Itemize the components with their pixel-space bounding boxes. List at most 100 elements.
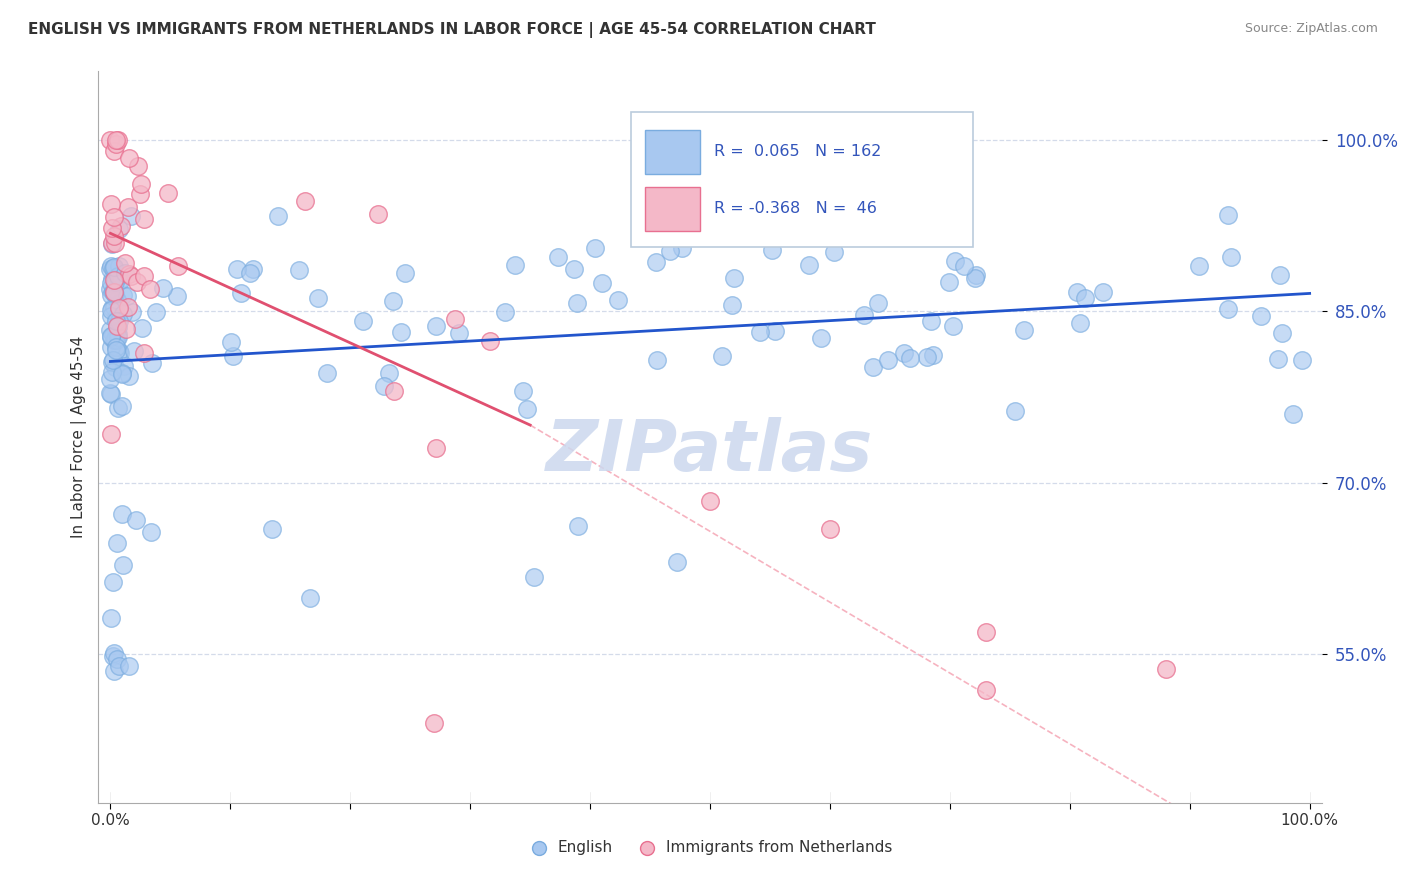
Point	[219, 334, 242, 349]
Point	[765, 324, 787, 338]
Point	[222, 350, 245, 364]
Point	[352, 313, 374, 327]
Point	[562, 262, 585, 277]
Point	[898, 351, 921, 365]
Point	[100, 301, 122, 316]
Point	[101, 236, 124, 251]
Point	[132, 211, 155, 226]
Point	[893, 346, 915, 360]
Point	[105, 314, 128, 328]
Point	[103, 145, 125, 159]
Point	[865, 186, 887, 200]
Point	[107, 274, 129, 288]
Point	[103, 285, 125, 300]
Point	[378, 366, 401, 380]
Point	[104, 235, 127, 250]
Point	[373, 379, 395, 393]
Point	[1066, 285, 1088, 299]
Point	[953, 259, 976, 273]
Point	[117, 268, 139, 282]
Bar	[645, 187, 700, 231]
Point	[105, 310, 128, 324]
Point	[107, 658, 129, 673]
Point	[100, 259, 122, 273]
Point	[447, 326, 470, 341]
Point	[110, 507, 132, 521]
Point	[103, 210, 125, 224]
Point	[103, 260, 125, 274]
Point	[665, 556, 688, 570]
Point	[108, 344, 131, 359]
Point	[107, 133, 129, 147]
Point	[118, 151, 141, 165]
Point	[100, 371, 122, 385]
Point	[298, 591, 321, 606]
Point	[1216, 208, 1239, 222]
Point	[108, 313, 131, 327]
Point	[100, 611, 122, 625]
Point	[100, 282, 122, 296]
Point	[145, 305, 167, 319]
Point	[105, 330, 128, 344]
Point	[100, 196, 122, 211]
Text: R = -0.368   N =  46: R = -0.368 N = 46	[714, 202, 876, 217]
Point	[138, 282, 160, 296]
Point	[111, 366, 134, 380]
Point	[1092, 285, 1115, 299]
Point	[101, 354, 124, 368]
Point	[108, 301, 131, 315]
Point	[100, 303, 122, 318]
Point	[103, 272, 125, 286]
Point	[565, 296, 588, 310]
Point	[111, 367, 134, 381]
Point	[104, 333, 127, 347]
Point	[101, 365, 124, 379]
Point	[103, 333, 125, 347]
Point	[974, 625, 997, 640]
Point	[152, 281, 174, 295]
Point	[963, 271, 986, 285]
Point	[423, 715, 446, 730]
Point	[132, 269, 155, 284]
Point	[166, 288, 188, 302]
Point	[131, 320, 153, 334]
Point	[382, 384, 405, 398]
Point	[100, 330, 122, 344]
Point	[108, 259, 131, 273]
Point	[111, 307, 134, 321]
Point	[129, 187, 152, 202]
Point	[381, 293, 404, 308]
Y-axis label: In Labor Force | Age 45-54: In Labor Force | Age 45-54	[72, 336, 87, 538]
Point	[591, 276, 613, 290]
Point	[658, 244, 681, 259]
Point	[105, 535, 128, 549]
Point	[856, 208, 879, 222]
Point	[103, 647, 125, 661]
Point	[267, 210, 290, 224]
Point	[425, 318, 447, 333]
Point	[101, 328, 124, 343]
Point	[567, 519, 589, 533]
Point	[101, 235, 124, 250]
Point	[166, 259, 188, 273]
Point	[117, 300, 139, 314]
Point	[389, 325, 412, 339]
Point	[100, 386, 122, 401]
Point	[100, 328, 122, 343]
Point	[101, 574, 124, 589]
Point	[100, 288, 122, 302]
Point	[110, 399, 132, 413]
Point	[107, 652, 129, 666]
Point	[107, 319, 129, 334]
Point	[107, 401, 129, 416]
Text: R =  0.065   N = 162: R = 0.065 N = 162	[714, 145, 882, 160]
Point	[1012, 323, 1035, 337]
Point	[1154, 662, 1177, 676]
Point	[818, 522, 841, 536]
Point	[101, 272, 124, 286]
Point	[1219, 250, 1241, 264]
Point	[1267, 351, 1289, 366]
Point	[107, 330, 129, 344]
Point	[100, 387, 122, 401]
Point	[810, 331, 832, 345]
